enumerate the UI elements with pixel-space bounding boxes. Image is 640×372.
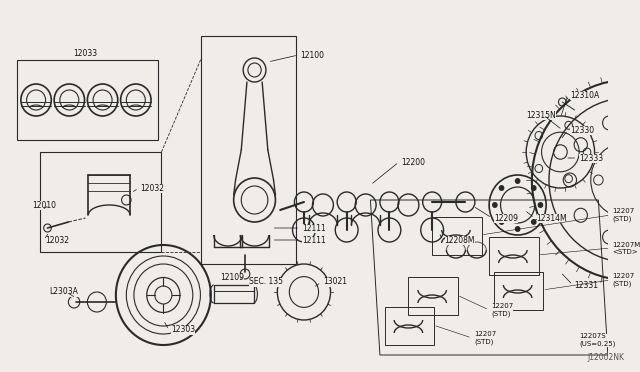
Text: 12207M
<STD>: 12207M <STD>	[612, 241, 640, 254]
Text: 12207
(STD): 12207 (STD)	[612, 273, 635, 287]
Bar	[385, 307, 434, 345]
Text: 12209: 12209	[494, 214, 518, 222]
Bar	[494, 272, 543, 310]
Text: 12207
(STD): 12207 (STD)	[612, 208, 635, 222]
Text: 12330: 12330	[570, 125, 594, 135]
Text: 12333: 12333	[579, 154, 604, 163]
Circle shape	[538, 202, 543, 208]
Text: L2303A: L2303A	[49, 288, 78, 296]
Bar	[432, 217, 481, 255]
Bar	[40, 152, 161, 252]
Text: 12315N: 12315N	[526, 110, 556, 119]
Bar	[408, 277, 458, 315]
Text: 12208M: 12208M	[445, 235, 475, 244]
Bar	[214, 285, 253, 303]
Text: J12002NK: J12002NK	[587, 353, 624, 362]
Circle shape	[499, 219, 504, 225]
Bar	[489, 237, 538, 275]
Text: 12200: 12200	[401, 157, 425, 167]
Text: SEC. 135: SEC. 135	[249, 278, 283, 286]
Circle shape	[531, 219, 536, 225]
Circle shape	[499, 185, 504, 191]
Bar	[17, 60, 157, 140]
Circle shape	[515, 226, 520, 232]
Text: 12314M: 12314M	[536, 214, 567, 222]
Circle shape	[515, 178, 520, 184]
Circle shape	[531, 185, 536, 191]
Text: 12207
(STD): 12207 (STD)	[491, 303, 513, 317]
Text: 12109: 12109	[220, 273, 244, 282]
Text: 12310A: 12310A	[570, 90, 599, 99]
Text: 13021: 13021	[323, 278, 347, 286]
Bar	[202, 36, 296, 264]
Text: 12303: 12303	[171, 326, 195, 334]
Text: 12100: 12100	[300, 51, 324, 60]
Text: 12032: 12032	[45, 235, 70, 244]
Text: 12111: 12111	[302, 235, 326, 244]
Text: 12033: 12033	[74, 48, 97, 58]
Circle shape	[492, 202, 498, 208]
Text: 12207
(STD): 12207 (STD)	[474, 331, 496, 345]
Text: 12032: 12032	[141, 183, 164, 192]
Text: 12207S
(US=0.25): 12207S (US=0.25)	[579, 333, 616, 347]
Text: 12331: 12331	[575, 280, 598, 289]
Text: 12111: 12111	[302, 224, 326, 232]
Text: 12010: 12010	[32, 201, 56, 209]
